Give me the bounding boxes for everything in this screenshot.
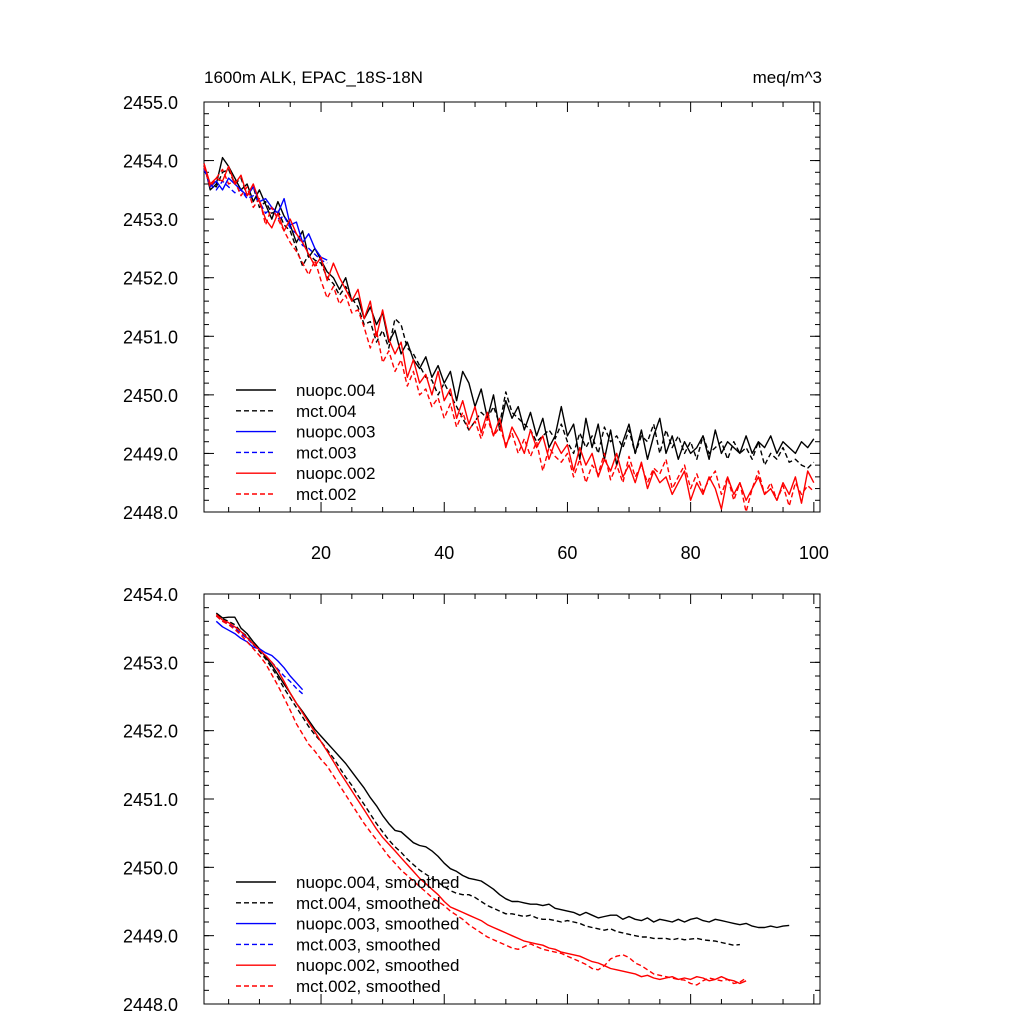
legend-label: mct.002 [296, 485, 356, 504]
legend-label: mct.004 [296, 402, 356, 421]
top-y-tick-label: 2454.0 [123, 152, 178, 172]
series-line-nuopc-003-smoothed [215, 620, 304, 691]
series-line-mct-002-smoothed [215, 615, 747, 986]
series-line-mct-004-smoothed [215, 613, 740, 946]
top-x-tick-label: 80 [681, 543, 701, 563]
chart-title: 1600m ALK, EPAC_18S-18N [204, 68, 423, 87]
legend-label: nuopc.004 [296, 381, 375, 400]
bottom-y-tick-label: 2453.0 [123, 653, 178, 673]
series-line-nuopc-004-smoothed [215, 612, 790, 929]
series-line-nuopc-002-smoothed [215, 613, 747, 985]
top-x-tick-label: 100 [799, 543, 829, 563]
bottom-y-tick-label: 2452.0 [123, 722, 178, 742]
top-y-tick-label: 2449.0 [123, 444, 178, 464]
top-y-tick-label: 2450.0 [123, 386, 178, 406]
top-y-tick-label: 2452.0 [123, 269, 178, 289]
bottom-series-group [215, 612, 790, 986]
top-y-tick-label: 2453.0 [123, 210, 178, 230]
legend-label: nuopc.002 [296, 464, 375, 483]
units-label: meq/m^3 [753, 68, 822, 87]
legend-label: nuopc.003, smoothed [296, 915, 460, 934]
top-y-tick-label: 2451.0 [123, 327, 178, 347]
top-y-tick-label: 2455.0 [123, 93, 178, 113]
bottom-y-tick-label: 2449.0 [123, 927, 178, 947]
bottom-panel: 2448.0 2449.0 2450.0 2451.0 2452.0 2453.0 2454… [123, 585, 821, 1015]
legend-label: mct.002, smoothed [296, 977, 441, 996]
bottom-y-tick-label: 2451.0 [123, 790, 178, 810]
series-line-nuopc-004 [203, 156, 815, 466]
legend-label: mct.004, smoothed [296, 894, 441, 913]
legend-label: nuopc.003 [296, 423, 375, 442]
top-x-tick-label: 20 [311, 543, 331, 563]
top-series-group [203, 156, 815, 513]
top-x-tick-label: 40 [434, 543, 454, 563]
legend-label: nuopc.004, smoothed [296, 873, 460, 892]
top-plot-frame [203, 101, 821, 513]
series-line-mct-004 [203, 166, 815, 469]
legend-label: mct.003, smoothed [296, 935, 441, 954]
top-y-tick-label: 2448.0 [123, 503, 178, 523]
top-panel: 1600m ALK, EPAC_18S-18N meq/m^3 20 40 60 80… [123, 68, 829, 563]
bottom-axes: 2448.0 2449.0 2450.0 2451.0 2452.0 2453.0 2454… [123, 585, 821, 1015]
series-line-mct-003 [203, 169, 328, 264]
legend-label: mct.003 [296, 443, 356, 462]
series-line-nuopc-003 [203, 166, 328, 261]
top-x-tick-label: 60 [557, 543, 577, 563]
series-line-mct-002 [203, 166, 815, 513]
bottom-y-tick-label: 2450.0 [123, 858, 178, 878]
bottom-y-tick-label: 2448.0 [123, 995, 178, 1015]
top-axes: 20 40 60 80 100 2448.0 2449.0 2450.0 2451.0 2452.… [123, 93, 829, 563]
legend-label: nuopc.002, smoothed [296, 956, 460, 975]
bottom-y-tick-label: 2454.0 [123, 585, 178, 605]
bottom-legend: nuopc.004, smoothed mct.004, smoothed nuop… [236, 873, 460, 996]
